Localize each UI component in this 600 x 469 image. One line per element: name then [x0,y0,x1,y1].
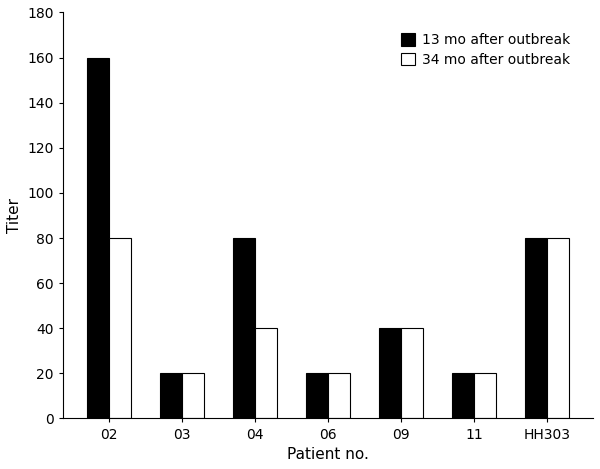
Bar [401,328,423,418]
X-axis label: Patient no.: Patient no. [287,447,369,462]
Bar [87,58,109,418]
Y-axis label: Titer: Titer [7,198,22,233]
Bar [109,238,131,418]
Bar [525,238,547,418]
Legend: 13 mo after outbreak, 34 mo after outbreak: 13 mo after outbreak, 34 mo after outbre… [395,28,575,72]
Bar [474,373,496,418]
Bar [306,373,328,418]
Bar [379,328,401,418]
Bar [328,373,350,418]
Bar [160,373,182,418]
Bar [452,373,474,418]
Bar [233,238,255,418]
Bar [547,238,569,418]
Bar [255,328,277,418]
Bar [182,373,204,418]
